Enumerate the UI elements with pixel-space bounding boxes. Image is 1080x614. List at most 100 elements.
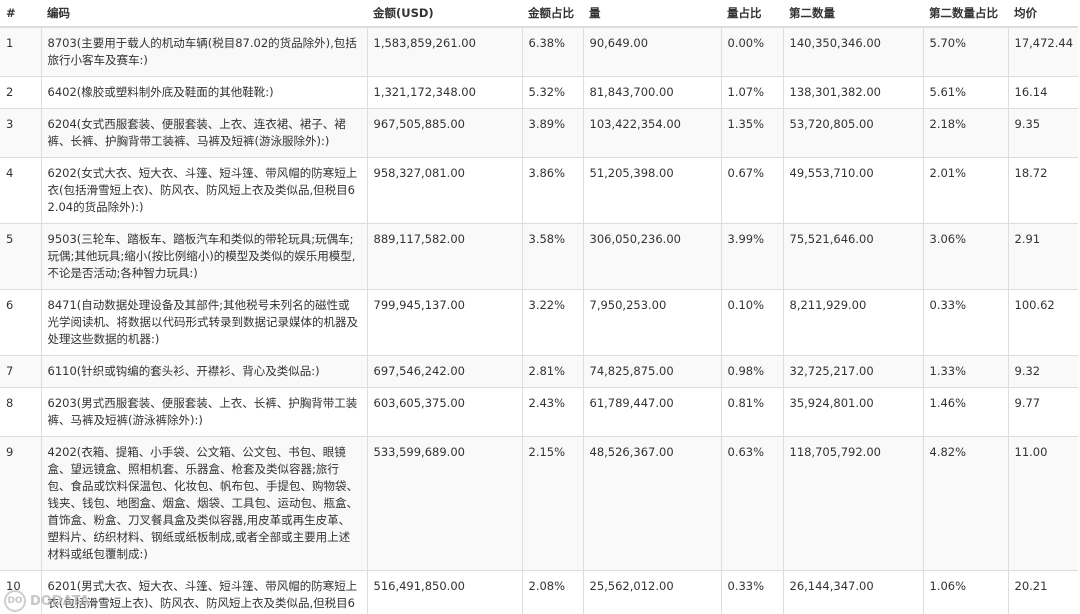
table-body: 1 8703(主要用于载人的机动车辆(税目87.02的货品除外),包括旅行小客车及…	[0, 26, 1078, 614]
table-row: 10 6201(男式大衣、短大衣、斗篷、短斗篷、带风帽的防寒短上衣(包括滑雪短上衣…	[0, 570, 1078, 614]
cell-amount: 516,491,850.00	[366, 570, 522, 614]
cell-amount-pct: 3.22%	[521, 289, 583, 356]
col-header-amount[interactable]: 金额(USD)	[367, 0, 522, 28]
col-header-qty[interactable]: 量	[583, 0, 721, 28]
cell-amount-pct: 3.86%	[521, 157, 583, 224]
cell-avg-price: 2.91	[1007, 223, 1078, 290]
cell-amount-pct: 2.15%	[521, 436, 583, 571]
cell-amount: 533,599,689.00	[366, 436, 522, 571]
cell-code: 6202(女式大衣、短大衣、斗篷、短斗篷、带风帽的防寒短上衣(包括滑雪短上衣)、…	[40, 157, 367, 224]
cell-qty: 7,950,253.00	[582, 289, 721, 356]
cell-qty2-pct: 2.18%	[922, 108, 1008, 158]
cell-avg-price: 100.62	[1007, 289, 1078, 356]
col-header-amount-pct[interactable]: 金额占比	[522, 0, 583, 28]
cell-amount: 967,505,885.00	[366, 108, 522, 158]
col-header-index[interactable]: #	[0, 0, 41, 28]
cell-qty: 81,843,700.00	[582, 76, 721, 109]
cell-qty2: 118,705,792.00	[782, 436, 923, 571]
cell-index: 3	[0, 108, 41, 158]
cell-qty2: 53,720,805.00	[782, 108, 923, 158]
cell-qty2: 138,301,382.00	[782, 76, 923, 109]
cell-qty2: 140,350,346.00	[782, 26, 923, 77]
cell-code: 8703(主要用于载人的机动车辆(税目87.02的货品除外),包括旅行小客车及赛…	[40, 26, 367, 77]
cell-amount-pct: 2.81%	[521, 355, 583, 388]
table-row: 6 8471(自动数据处理设备及其部件;其他税号未列名的磁性或光学阅读机、将数据以…	[0, 289, 1078, 356]
cell-index: 2	[0, 76, 41, 109]
cell-avg-price: 9.32	[1007, 355, 1078, 388]
cell-index: 10	[0, 570, 41, 614]
table-row: 3 6204(女式西服套装、便服套装、上衣、连衣裙、裙子、裙裤、长裤、护胸背带工装…	[0, 108, 1078, 158]
table-row: 7 6110(针织或钩编的套头衫、开襟衫、背心及类似品:) 697,546,242.…	[0, 355, 1078, 388]
cell-amount: 603,605,375.00	[366, 387, 522, 437]
cell-amount-pct: 6.38%	[521, 26, 583, 77]
cell-qty: 48,526,367.00	[582, 436, 721, 571]
cell-qty2-pct: 2.01%	[922, 157, 1008, 224]
cell-qty2-pct: 0.33%	[922, 289, 1008, 356]
cell-qty: 103,422,354.00	[582, 108, 721, 158]
cell-amount: 799,945,137.00	[366, 289, 522, 356]
table-header-row: # 编码 金额(USD) 金额占比 量 量占比 第二数量 第二数量占比 均价	[0, 0, 1078, 28]
col-header-qty2-pct[interactable]: 第二数量占比	[923, 0, 1008, 28]
cell-qty2: 8,211,929.00	[782, 289, 923, 356]
cell-code: 6402(橡胶或塑料制外底及鞋面的其他鞋靴:)	[40, 76, 367, 109]
cell-index: 1	[0, 26, 41, 77]
cell-qty: 306,050,236.00	[582, 223, 721, 290]
cell-index: 9	[0, 436, 41, 571]
table-row: 9 4202(衣箱、提箱、小手袋、公文箱、公文包、书包、眼镜盒、望远镜盒、照相机套…	[0, 436, 1078, 571]
col-header-code[interactable]: 编码	[41, 0, 367, 28]
cell-qty: 90,649.00	[582, 26, 721, 77]
cell-index: 7	[0, 355, 41, 388]
cell-amount: 958,327,081.00	[366, 157, 522, 224]
cell-qty-pct: 0.81%	[720, 387, 783, 437]
cell-amount-pct: 3.58%	[521, 223, 583, 290]
cell-avg-price: 16.14	[1007, 76, 1078, 109]
cell-code: 4202(衣箱、提箱、小手袋、公文箱、公文包、书包、眼镜盒、望远镜盒、照相机套、…	[40, 436, 367, 571]
cell-amount: 1,321,172,348.00	[366, 76, 522, 109]
cell-qty-pct: 1.35%	[720, 108, 783, 158]
cell-qty-pct: 0.00%	[720, 26, 783, 77]
cell-qty2-pct: 4.82%	[922, 436, 1008, 571]
cell-qty: 25,562,012.00	[582, 570, 721, 614]
col-header-avg-price[interactable]: 均价	[1008, 0, 1078, 28]
table-row: 8 6203(男式西服套装、便服套装、上衣、长裤、护胸背带工装裤、马裤及短裤(游泳…	[0, 387, 1078, 437]
col-header-qty-pct[interactable]: 量占比	[721, 0, 783, 28]
cell-qty-pct: 0.10%	[720, 289, 783, 356]
cell-qty2-pct: 3.06%	[922, 223, 1008, 290]
cell-amount-pct: 2.43%	[521, 387, 583, 437]
cell-avg-price: 9.77	[1007, 387, 1078, 437]
cell-index: 4	[0, 157, 41, 224]
cell-amount-pct: 5.32%	[521, 76, 583, 109]
cell-amount: 889,117,582.00	[366, 223, 522, 290]
cell-qty2: 26,144,347.00	[782, 570, 923, 614]
cell-qty: 74,825,875.00	[582, 355, 721, 388]
table-row: 5 9503(三轮车、踏板车、踏板汽车和类似的带轮玩具;玩偶车;玩偶;其他玩具;缩…	[0, 223, 1078, 290]
cell-qty2: 32,725,217.00	[782, 355, 923, 388]
cell-code: 6110(针织或钩编的套头衫、开襟衫、背心及类似品:)	[40, 355, 367, 388]
cell-code: 6201(男式大衣、短大衣、斗篷、短斗篷、带风帽的防寒短上衣(包括滑雪短上衣)、…	[40, 570, 367, 614]
cell-qty2: 35,924,801.00	[782, 387, 923, 437]
cell-qty-pct: 0.33%	[720, 570, 783, 614]
col-header-qty2[interactable]: 第二数量	[783, 0, 923, 28]
cell-qty-pct: 0.63%	[720, 436, 783, 571]
cell-amount: 697,546,242.00	[366, 355, 522, 388]
cell-qty-pct: 3.99%	[720, 223, 783, 290]
cell-index: 6	[0, 289, 41, 356]
cell-qty-pct: 1.07%	[720, 76, 783, 109]
cell-qty2-pct: 5.61%	[922, 76, 1008, 109]
table-row: 4 6202(女式大衣、短大衣、斗篷、短斗篷、带风帽的防寒短上衣(包括滑雪短上衣)…	[0, 157, 1078, 224]
cell-qty-pct: 0.67%	[720, 157, 783, 224]
cell-avg-price: 11.00	[1007, 436, 1078, 571]
cell-qty: 61,789,447.00	[582, 387, 721, 437]
cell-qty-pct: 0.98%	[720, 355, 783, 388]
cell-code: 6203(男式西服套装、便服套装、上衣、长裤、护胸背带工装裤、马裤及短裤(游泳裤…	[40, 387, 367, 437]
cell-amount: 1,583,859,261.00	[366, 26, 522, 77]
cell-qty: 51,205,398.00	[582, 157, 721, 224]
table-row: 2 6402(橡胶或塑料制外底及鞋面的其他鞋靴:) 1,321,172,348.00…	[0, 76, 1078, 109]
cell-qty2: 49,553,710.00	[782, 157, 923, 224]
cell-code: 8471(自动数据处理设备及其部件;其他税号未列名的磁性或光学阅读机、将数据以代…	[40, 289, 367, 356]
cell-amount-pct: 3.89%	[521, 108, 583, 158]
cell-avg-price: 18.72	[1007, 157, 1078, 224]
cell-code: 6204(女式西服套装、便服套装、上衣、连衣裙、裙子、裙裤、长裤、护胸背带工装裤…	[40, 108, 367, 158]
